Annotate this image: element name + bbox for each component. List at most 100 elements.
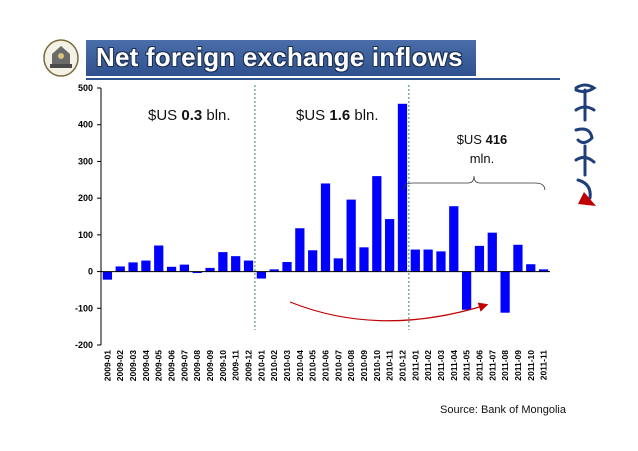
y-tick-label: -200	[75, 340, 93, 350]
x-tick-label: 2010-06	[321, 350, 331, 381]
mongolian-script-logo-icon	[574, 83, 597, 206]
bar	[102, 271, 113, 280]
bar	[205, 267, 215, 272]
x-tick-label: 2011-11	[539, 350, 549, 381]
y-tick-label: 200	[78, 193, 93, 203]
bar	[256, 271, 266, 279]
x-tick-label: 2011-03	[436, 350, 446, 381]
bar	[538, 269, 549, 272]
x-tick-label: 2011-01	[410, 350, 420, 381]
x-tick-label: 2009-08	[192, 350, 202, 381]
bar	[282, 262, 292, 272]
bar	[372, 176, 382, 272]
period2-value: 1.6	[329, 107, 351, 124]
x-tick-label: 2009-02	[115, 350, 125, 381]
x-tick-label: 2011-04	[449, 350, 459, 381]
x-tick-label: 2009-03	[128, 350, 138, 381]
bar	[359, 247, 369, 272]
x-tick-label: 2010-08	[346, 350, 356, 381]
y-tick-label: 100	[78, 230, 93, 240]
x-tick-label: 2011-09	[513, 350, 523, 381]
bar	[423, 249, 433, 272]
x-tick-label: 2011-07	[487, 350, 497, 381]
x-tick-label: 2010-09	[359, 350, 369, 381]
x-tick-label: 2010-02	[269, 350, 279, 381]
y-tick-label: 300	[78, 156, 93, 166]
x-tick-label: 2010-05	[308, 350, 318, 381]
x-tick-label: 2011-08	[500, 350, 510, 381]
x-tick-label: 2009-10	[218, 350, 228, 381]
x-tick-label: 2009-04	[141, 350, 151, 381]
bar	[218, 252, 228, 272]
bar	[192, 271, 202, 274]
bar	[141, 260, 151, 272]
bar	[166, 266, 177, 272]
x-tick-label: 2010-01	[256, 350, 266, 381]
bar	[295, 228, 305, 272]
x-tick-label: 2009-12	[244, 350, 254, 381]
period3-line2: mln.	[469, 151, 495, 166]
bar	[333, 258, 343, 272]
bar	[269, 269, 279, 272]
x-tick-label: 2010-04	[295, 350, 305, 381]
x-tick-label: 2011-06	[474, 350, 484, 381]
y-tick-label: -100	[75, 303, 93, 313]
x-tick-label: 2009-07	[179, 350, 189, 381]
y-tick-label: 500	[78, 83, 93, 93]
page-title: Net foreign exchange inflows	[96, 42, 463, 72]
bar	[449, 206, 459, 272]
bar	[154, 245, 164, 272]
trend-arrow	[289, 301, 489, 322]
period1-value: 0.3	[181, 107, 203, 124]
x-tick-label: 2011-05	[462, 350, 472, 381]
x-tick-label: 2009-09	[205, 350, 215, 381]
x-tick-label: 2011-02	[423, 350, 433, 381]
x-tick-label: 2010-03	[282, 350, 292, 381]
period3-prefix: $US	[456, 132, 486, 147]
bar	[410, 249, 420, 272]
bar	[115, 266, 125, 272]
x-tick-label: 2010-12	[397, 350, 407, 381]
bar	[500, 271, 510, 313]
title-bar	[86, 40, 476, 76]
bar	[474, 245, 485, 272]
bar	[308, 250, 318, 272]
bar	[179, 264, 190, 272]
period2-prefix: $US	[296, 107, 330, 124]
bank-seal-icon	[43, 39, 79, 77]
period1-suffix: bln.	[202, 107, 231, 124]
x-tick-label: 2010-10	[372, 350, 382, 381]
y-tick-label: 0	[88, 267, 93, 277]
x-tick-label: 2009-11	[231, 350, 241, 381]
period1-annotation: $US 0.3 bln.	[148, 107, 231, 124]
bar	[436, 251, 446, 272]
bar	[243, 260, 254, 272]
period2-suffix: bln.	[350, 107, 379, 124]
period3-value: 416	[485, 132, 508, 147]
source-note: Source: Bank of Mongolia	[440, 404, 566, 416]
x-tick-label: 2010-07	[333, 350, 343, 381]
period1-prefix: $US	[148, 107, 182, 124]
bar	[513, 244, 523, 272]
bar	[461, 271, 472, 310]
x-tick-label: 2010-11	[385, 350, 395, 381]
x-tick-label: 2011-10	[526, 350, 536, 381]
bar	[487, 232, 497, 272]
x-tick-label: 2009-05	[154, 350, 164, 381]
x-tick-label: 2009-01	[102, 350, 112, 381]
bar	[320, 183, 331, 272]
bar	[526, 264, 536, 272]
period2-annotation: $US 1.6 bln.	[296, 107, 379, 124]
period3-line1: $US 416	[450, 130, 514, 149]
period3-annotation: $US 416 mln.	[450, 130, 514, 168]
bar	[128, 262, 138, 272]
period3-brace	[402, 175, 546, 191]
y-tick-label: 400	[78, 120, 93, 130]
bar	[231, 256, 241, 272]
x-tick-label: 2009-06	[167, 350, 177, 381]
bar	[346, 199, 356, 272]
title-underline	[86, 78, 560, 80]
bar	[385, 219, 395, 272]
bar	[397, 103, 408, 272]
